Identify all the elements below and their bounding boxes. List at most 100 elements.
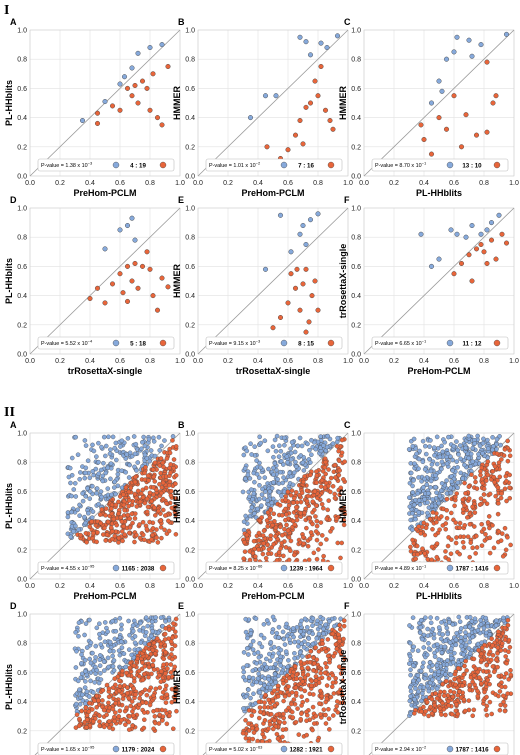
y-tick-label: 1.0 [185, 612, 195, 619]
legend-orange-marker [159, 745, 167, 753]
data-point [264, 664, 270, 670]
y-tick-label: 0.8 [17, 235, 27, 242]
data-point [254, 661, 259, 666]
data-point [109, 281, 116, 287]
data-point [265, 448, 271, 454]
data-point [130, 723, 135, 729]
data-point [100, 698, 105, 703]
data-point [436, 669, 442, 675]
data-point [427, 660, 433, 665]
data-point [425, 633, 431, 639]
data-point [474, 545, 480, 550]
y-axis-label: trRosettaX-single [338, 244, 348, 319]
x-tick-label: 0.6 [283, 358, 293, 365]
data-point [291, 697, 297, 702]
data-point [407, 698, 413, 704]
data-point [276, 624, 282, 630]
ratio-text: 1787 : 1416 [455, 746, 489, 753]
data-point [88, 678, 93, 684]
data-point [142, 500, 148, 506]
data-point [294, 676, 299, 681]
data-point [422, 551, 427, 556]
y-axis-label: HMMER [172, 670, 182, 704]
data-point [431, 445, 437, 450]
data-point [106, 686, 112, 692]
data-point [79, 660, 84, 666]
legend-orange-marker [159, 564, 167, 572]
data-point [316, 649, 322, 654]
y-tick-label: 0.4 [351, 518, 361, 525]
data-point [76, 723, 82, 729]
data-point [100, 478, 106, 484]
data-point [103, 470, 109, 476]
data-point [132, 491, 138, 497]
data-point [262, 438, 268, 444]
data-point [66, 474, 72, 480]
data-point [502, 708, 508, 714]
data-point [103, 443, 109, 449]
data-point [485, 437, 490, 443]
data-point [412, 461, 417, 466]
data-point [248, 642, 254, 648]
data-point [333, 475, 338, 480]
data-point [271, 644, 277, 650]
data-point [301, 541, 306, 547]
data-point [311, 721, 317, 726]
data-point [117, 708, 123, 714]
y-tick-label: 0.2 [351, 547, 361, 554]
data-point [470, 713, 475, 719]
data-point [454, 702, 459, 707]
y-tick-label: 0.6 [351, 670, 361, 677]
data-point [317, 624, 323, 629]
data-point [487, 525, 492, 531]
data-point [164, 692, 170, 697]
y-tick-label: 0.0 [17, 577, 27, 584]
data-point [84, 713, 90, 718]
data-point [135, 50, 141, 56]
legend-orange-marker [493, 161, 501, 169]
data-point [473, 246, 480, 252]
data-point [109, 536, 115, 542]
data-point [293, 690, 299, 696]
data-point [109, 492, 114, 498]
data-point [450, 694, 456, 700]
y-tick-label: 0.2 [17, 728, 27, 735]
data-point [137, 628, 142, 633]
data-point [83, 705, 89, 710]
panel-II-D: D0.00.00.20.20.40.40.60.60.80.81.01.0trR… [4, 601, 181, 755]
data-point [154, 636, 160, 641]
data-point [261, 528, 267, 534]
data-point [319, 501, 325, 507]
data-point [428, 151, 435, 157]
data-point [484, 694, 489, 700]
p-value-text: P-value = 5.52 x 10−4 [41, 339, 93, 348]
data-point [411, 436, 417, 442]
data-point [162, 527, 167, 533]
data-point [256, 671, 261, 677]
data-point [318, 40, 324, 46]
data-point [326, 676, 332, 681]
data-point [262, 704, 267, 710]
data-point [450, 468, 455, 473]
data-point [459, 643, 464, 649]
data-point [434, 663, 440, 668]
data-point [305, 641, 311, 647]
data-point [490, 653, 496, 658]
data-point [127, 665, 133, 671]
data-point [121, 74, 128, 80]
data-point [288, 548, 293, 554]
data-point [142, 477, 148, 483]
data-point [467, 624, 472, 630]
data-point [126, 695, 132, 701]
data-point [165, 284, 171, 290]
data-point [423, 615, 428, 620]
data-point [243, 694, 249, 699]
data-point [487, 491, 493, 497]
data-point [73, 434, 78, 440]
data-point [431, 635, 437, 641]
data-point [300, 654, 305, 659]
data-point [255, 650, 261, 655]
data-point [149, 498, 155, 504]
x-axis-label: trRosettaX-single [68, 366, 143, 376]
data-point [118, 717, 124, 723]
